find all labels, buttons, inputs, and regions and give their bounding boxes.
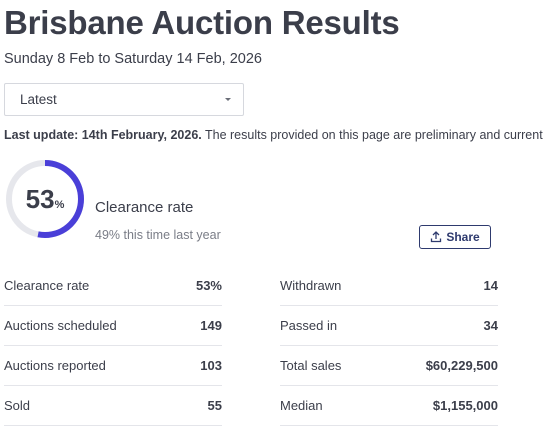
date-range: Sunday 8 Feb to Saturday 14 Feb, 2026: [4, 51, 262, 67]
stat-value: 55: [207, 398, 222, 413]
stat-row-clearance-rate: Clearance rate 53%: [4, 266, 222, 306]
stat-label: Auctions scheduled: [4, 318, 117, 333]
stat-value: $60,229,500: [425, 358, 498, 373]
stat-label: Withdrawn: [280, 278, 342, 293]
stat-value: $1,155,000: [432, 398, 498, 413]
stat-value: 53%: [195, 278, 222, 293]
stat-row-auctions-scheduled: Auctions scheduled 149: [4, 306, 222, 346]
stat-value: 103: [200, 358, 222, 373]
stat-row-withdrawn: Withdrawn 14: [280, 266, 498, 306]
page-title: Brisbane Auction Results: [4, 4, 400, 41]
stat-label: Auctions reported: [4, 358, 106, 373]
stat-label: Median: [280, 398, 323, 413]
clearance-percentage: 53%: [4, 184, 86, 215]
stat-value: 149: [200, 318, 222, 333]
share-button-label: Share: [446, 230, 480, 244]
period-select[interactable]: Latest: [4, 83, 244, 116]
clearance-gauge-fill: [6, 160, 84, 238]
update-notice-date: Last update: 14th February, 2026.: [4, 128, 202, 142]
stat-label: Clearance rate: [4, 278, 90, 293]
stats-table-left: Clearance rate 53% Auctions scheduled 14…: [4, 266, 222, 426]
stats-table-right: Withdrawn 14 Passed in 34 Total sales $6…: [280, 266, 498, 426]
stat-row-passed-in: Passed in 34: [280, 306, 498, 346]
share-button[interactable]: Share: [419, 225, 491, 249]
clearance-percentage-number: 53: [25, 184, 55, 214]
period-select-value: Latest: [20, 92, 57, 107]
clearance-label: Clearance rate: [95, 199, 194, 216]
stat-row-auctions-reported: Auctions reported 103: [4, 346, 222, 386]
stat-label: Sold: [4, 398, 31, 413]
stat-label: Total sales: [280, 358, 342, 373]
update-notice-text: The results provided on this page are pr…: [201, 128, 543, 142]
clearance-comparison: 49% this time last year: [95, 228, 221, 242]
stat-value: 14: [483, 278, 498, 293]
stat-label: Passed in: [280, 318, 338, 333]
clearance-percentage-unit: %: [54, 199, 65, 211]
clearance-gauge: [6, 160, 84, 238]
stat-row-total-sales: Total sales $60,229,500: [280, 346, 498, 386]
stat-row-sold: Sold 55: [4, 386, 222, 426]
update-notice: Last update: 14th February, 2026. The re…: [4, 128, 543, 142]
stat-row-median: Median $1,155,000: [280, 386, 498, 426]
share-upload-icon: [431, 231, 442, 243]
chevron-down-icon: [225, 98, 231, 101]
stat-value: 34: [483, 318, 498, 333]
